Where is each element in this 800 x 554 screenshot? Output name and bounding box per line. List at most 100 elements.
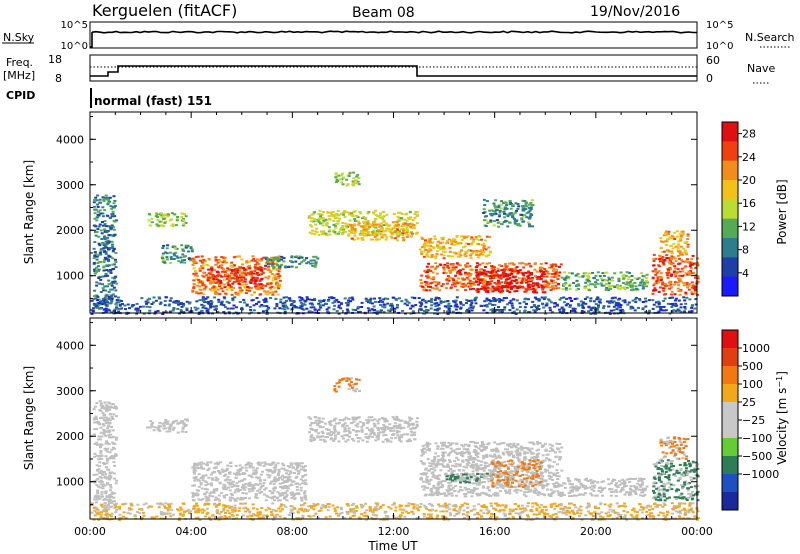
- scatter-cell: [99, 261, 103, 263]
- scatter-cell: [486, 281, 490, 283]
- scatter-cell: [220, 270, 224, 273]
- scatter-cell: [92, 198, 96, 201]
- scatter-cell: [429, 307, 433, 310]
- scatter-cell: [283, 304, 287, 307]
- scatter-cell: [666, 233, 670, 235]
- scatter-cell: [658, 286, 662, 289]
- scatter-cell: [668, 266, 672, 269]
- scatter-cell: [478, 263, 482, 266]
- scatter-cell: [454, 252, 458, 255]
- scatter-cell: [684, 302, 688, 305]
- scatter-cell: [672, 271, 676, 274]
- scatter-cell: [532, 304, 536, 306]
- scatter-cell: [330, 296, 334, 299]
- scatter-cell: [625, 271, 629, 274]
- scatter-cell: [376, 419, 380, 422]
- scatter-cell: [400, 300, 404, 303]
- scatter-cell: [183, 213, 187, 216]
- scatter-cell: [257, 263, 260, 266]
- scatter-cell: [690, 263, 694, 266]
- scatter-cell: [386, 297, 390, 300]
- scatter-cell: [288, 297, 292, 300]
- scatter-cell: [469, 288, 472, 291]
- scatter-cell: [682, 284, 686, 287]
- scatter-cell: [420, 282, 424, 284]
- scatter-cell: [105, 495, 109, 498]
- scatter-cell: [283, 476, 286, 479]
- scatter-cell: [521, 262, 525, 265]
- scatter-cell: [651, 299, 655, 302]
- scatter-cell: [543, 291, 547, 294]
- scatter-cell: [401, 236, 405, 239]
- scatter-cell: [207, 467, 211, 470]
- scatter-cell: [95, 270, 99, 273]
- scatter-cell: [252, 469, 256, 472]
- scatter-cell: [677, 290, 681, 292]
- scatter-cell: [350, 296, 354, 299]
- scatter-cell: [238, 464, 242, 467]
- scatter-cell: [518, 306, 522, 308]
- scatter-cell: [337, 232, 341, 235]
- scatter-cell: [248, 466, 252, 469]
- scatter-cell: [510, 304, 514, 307]
- scatter-cell: [170, 224, 174, 227]
- scatter-cell: [659, 240, 663, 243]
- scatter-cell: [417, 297, 421, 299]
- scatter-cell: [688, 310, 691, 313]
- scatter-cell: [233, 277, 237, 280]
- scatter-cell: [222, 296, 226, 299]
- scatter-cell: [667, 268, 671, 271]
- scatter-cell: [485, 303, 489, 306]
- scatter-cell: [426, 269, 430, 272]
- scatter-cell: [690, 306, 694, 309]
- scatter-cell: [382, 424, 386, 427]
- scatter-cell: [290, 493, 294, 496]
- scatter-cell: [356, 180, 360, 183]
- scatter-cell: [236, 497, 240, 500]
- scatter-cell: [319, 438, 323, 441]
- scatter-cell: [212, 488, 216, 491]
- scatter-cell: [295, 475, 299, 478]
- scatter-cell: [98, 282, 102, 285]
- scatter-cell: [676, 287, 680, 290]
- scatter-cell: [517, 281, 521, 284]
- scatter-cell: [334, 173, 338, 175]
- scatter-cell: [101, 485, 105, 488]
- scatter-cell: [327, 306, 331, 309]
- scatter-cell: [266, 293, 270, 296]
- scatter-cell: [605, 287, 609, 289]
- scatter-cell: [264, 299, 268, 302]
- scatter-cell: [495, 282, 499, 285]
- scatter-cell: [108, 240, 111, 243]
- scatter-cell: [269, 282, 273, 285]
- scatter-cell: [299, 301, 303, 304]
- scatter-cell: [103, 238, 107, 240]
- scatter-cell: [496, 299, 500, 301]
- scatter-cell: [100, 476, 104, 479]
- scatter-cell: [349, 223, 353, 226]
- scatter-cell: [234, 273, 238, 276]
- scatter-cell: [590, 283, 594, 286]
- scatter-cell: [99, 431, 103, 434]
- scatter-cell: [189, 259, 193, 262]
- scatter-cell: [668, 284, 672, 287]
- scatter-cell: [142, 305, 145, 308]
- scatter-cell: [542, 298, 546, 301]
- scatter-cell: [692, 262, 696, 265]
- scatter-cell: [608, 285, 612, 288]
- scatter-cell: [376, 434, 380, 437]
- scatter-cell: [150, 303, 154, 305]
- scatter-cell: [104, 492, 108, 495]
- scatter-cell: [296, 306, 300, 309]
- scatter-cell: [269, 271, 273, 274]
- scatter-cell: [102, 198, 106, 201]
- scatter-cell: [474, 236, 478, 238]
- scatter-cell: [435, 281, 439, 284]
- scatter-cell: [288, 299, 292, 302]
- scatter-cell: [109, 225, 113, 228]
- scatter-cell: [205, 499, 209, 502]
- scatter-cell: [366, 212, 370, 215]
- scatter-cell: [95, 454, 99, 457]
- station-title: Kerguelen (fitACF): [92, 1, 237, 20]
- scatter-cell: [288, 466, 292, 469]
